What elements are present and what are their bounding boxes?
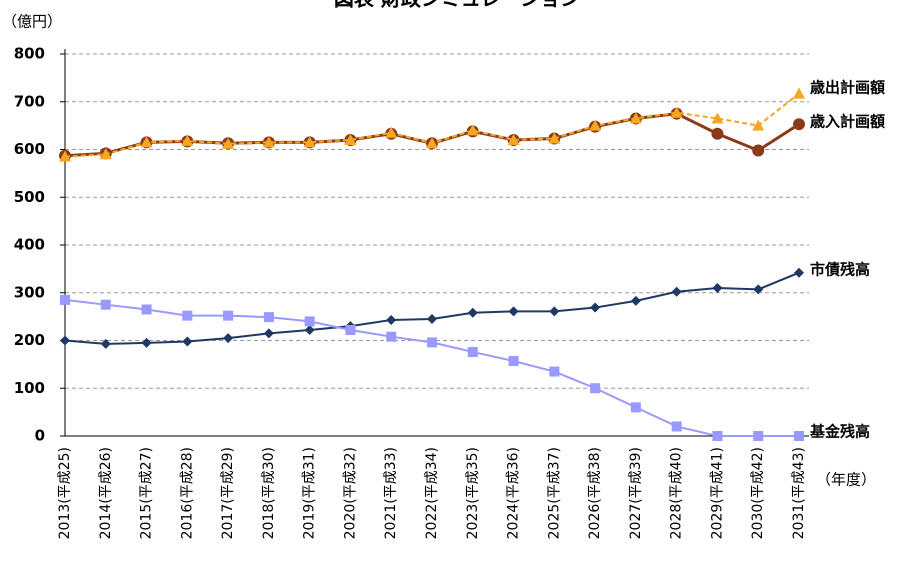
point	[630, 402, 641, 413]
point	[140, 136, 153, 148]
y-tick-label: 800	[14, 45, 45, 63]
point	[670, 106, 683, 118]
point	[589, 119, 602, 131]
point	[99, 148, 112, 160]
point	[671, 421, 682, 432]
x-tick-label: 2015(平成27)	[139, 447, 155, 539]
point	[304, 316, 315, 327]
point	[794, 431, 804, 441]
y-axis-label: （億円）	[2, 13, 62, 31]
point	[182, 310, 193, 321]
series-label: 市債残高	[810, 261, 870, 279]
x-tick-label: 2030(平成42)	[750, 447, 766, 539]
y-tick-label: 600	[14, 140, 45, 158]
point	[467, 307, 478, 318]
point	[590, 383, 601, 394]
y-tick-label: 500	[14, 188, 45, 206]
point	[548, 132, 561, 144]
y-tick-label: 300	[14, 283, 45, 301]
point	[344, 133, 357, 145]
point	[59, 150, 71, 162]
point	[712, 431, 723, 441]
y-tick-label: 100	[14, 379, 45, 397]
point	[793, 118, 805, 131]
x-tick-label: 2027(平成39)	[628, 447, 644, 539]
point	[385, 126, 398, 138]
point	[427, 314, 437, 325]
point	[262, 136, 275, 148]
x-axis-label: （年度）	[816, 471, 876, 489]
point	[100, 299, 111, 310]
point	[181, 134, 194, 146]
x-tick-label: 2022(平成34)	[424, 447, 440, 539]
point	[60, 335, 70, 346]
point	[303, 136, 316, 148]
y-tick-label: 0	[35, 427, 45, 445]
point	[141, 337, 152, 348]
x-tick-label: 2028(平成40)	[669, 447, 685, 539]
point	[793, 87, 805, 99]
point	[386, 314, 397, 325]
point	[345, 324, 356, 335]
point	[711, 112, 724, 124]
point	[304, 324, 315, 335]
point	[222, 137, 235, 149]
point	[590, 302, 601, 313]
point	[629, 112, 642, 124]
point	[753, 284, 764, 295]
series-line	[64, 271, 800, 345]
point	[508, 356, 519, 367]
x-tick-label: 2031(平成43)	[791, 447, 807, 539]
point	[752, 144, 765, 157]
point	[630, 295, 641, 306]
point	[223, 333, 234, 344]
point	[712, 282, 723, 293]
point	[60, 294, 70, 305]
point	[427, 337, 437, 348]
x-tick-label: 2024(平成36)	[506, 447, 522, 539]
series-label: 歳出計画額	[810, 79, 885, 97]
x-tick-label: 2018(平成30)	[261, 447, 277, 539]
y-tick-label: 200	[14, 331, 45, 349]
y-tick-label: 400	[14, 236, 45, 254]
x-tick-label: 2026(平成38)	[587, 447, 603, 539]
point	[753, 431, 764, 441]
point	[263, 328, 274, 339]
point	[794, 267, 804, 278]
point	[549, 366, 560, 377]
point	[223, 310, 234, 321]
y-tick-label: 700	[14, 92, 45, 110]
x-tick-label: 2021(平成33)	[383, 447, 399, 539]
x-tick-label: 2020(平成32)	[342, 447, 358, 539]
series-label: 歳入計画額	[810, 113, 885, 131]
point	[549, 306, 560, 317]
x-tick-label: 2017(平成29)	[220, 447, 236, 539]
point	[752, 119, 765, 131]
point	[426, 137, 438, 149]
series-label: 基金残高	[809, 423, 870, 441]
point	[507, 133, 520, 145]
x-tick-label: 2023(平成35)	[465, 447, 481, 539]
point	[711, 127, 724, 140]
point	[182, 336, 193, 347]
point	[386, 331, 397, 342]
point	[263, 312, 274, 323]
x-tick-label: 2019(平成31)	[302, 447, 318, 539]
x-tick-label: 2029(平成41)	[709, 447, 725, 539]
x-tick-label: 2016(平成28)	[179, 447, 195, 539]
point	[671, 286, 682, 297]
point	[508, 306, 519, 317]
x-tick-label: 2013(平成25)	[57, 447, 73, 539]
x-tick-label: 2014(平成26)	[98, 447, 114, 539]
chart-title: 図表 財政シミュレーション	[334, 0, 580, 11]
point	[466, 124, 479, 136]
point	[467, 346, 478, 357]
point	[141, 304, 152, 315]
x-tick-label: 2025(平成37)	[546, 447, 562, 539]
point	[100, 338, 111, 349]
